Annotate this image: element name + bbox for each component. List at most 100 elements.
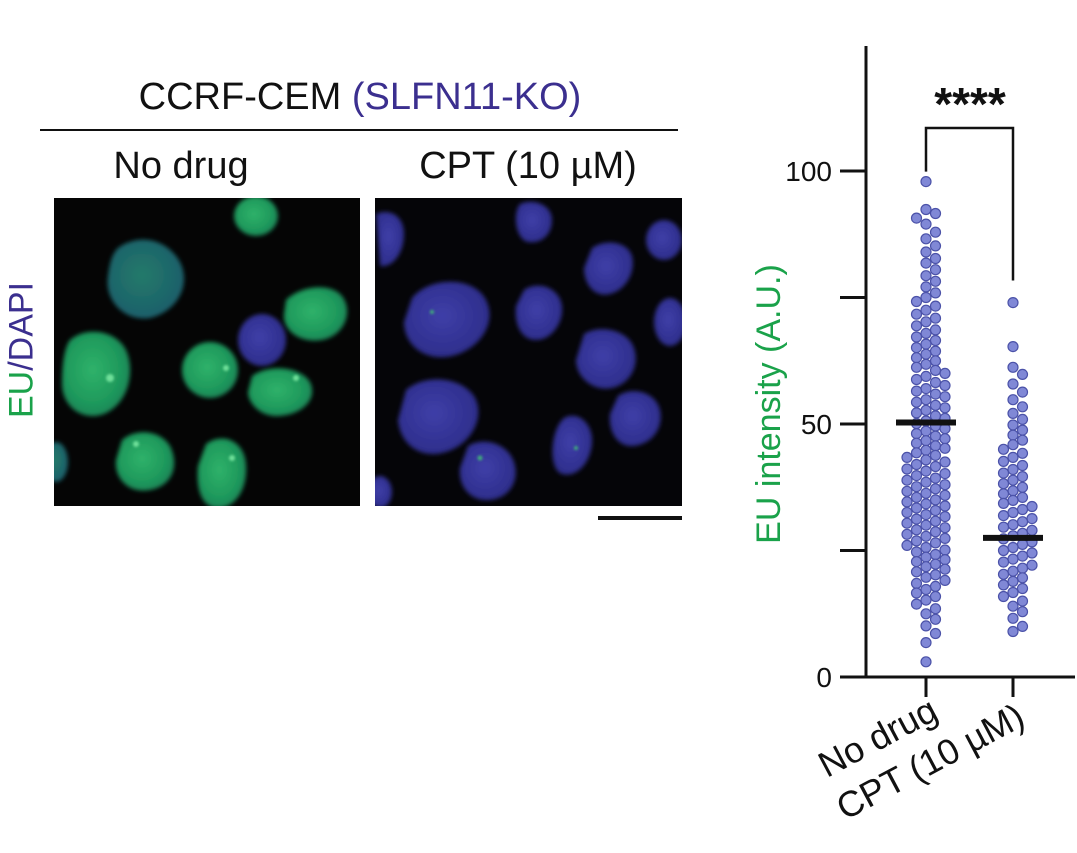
data-point-0-87 xyxy=(910,491,923,503)
data-point-1-33 xyxy=(1007,506,1019,519)
data-point-1-13 xyxy=(1016,434,1029,446)
data-point-0-18 xyxy=(929,300,942,312)
data-point-0-137 xyxy=(920,656,932,668)
data-point-0-20 xyxy=(910,308,923,320)
micrograph-panels xyxy=(54,198,682,506)
data-point-0-65 xyxy=(939,442,951,454)
data-point-1-6 xyxy=(1007,394,1019,406)
data-point-0-25 xyxy=(920,327,932,339)
data-point-0-39 xyxy=(910,373,923,386)
data-point-1-54 xyxy=(997,568,1010,580)
data-point-0-66 xyxy=(920,444,932,456)
data-point-0-16 xyxy=(920,291,932,304)
data-point-1-56 xyxy=(1007,575,1019,588)
data-point-0-34 xyxy=(920,358,932,370)
data-point-0-19 xyxy=(920,304,932,316)
data-point-0-83 xyxy=(929,483,942,495)
data-point-0-7 xyxy=(929,240,942,252)
data-point-0-11 xyxy=(929,264,942,276)
data-point-0-49 xyxy=(939,402,951,414)
scale-bar xyxy=(598,516,682,520)
data-point-0-122 xyxy=(920,571,932,583)
data-point-0-59 xyxy=(910,428,923,440)
data-point-1-50 xyxy=(997,556,1010,568)
data-point-0-3 xyxy=(910,212,923,224)
data-point-0-35 xyxy=(910,361,923,373)
data-point-1-15 xyxy=(997,443,1010,455)
data-point-0-37 xyxy=(939,367,951,379)
data-point-1-1 xyxy=(1007,341,1019,353)
data-point-1-65 xyxy=(1016,620,1029,633)
data-point-0-51 xyxy=(910,407,923,419)
data-point-1-36 xyxy=(1016,516,1029,528)
data-point-1-28 xyxy=(1016,491,1029,503)
data-point-1-22 xyxy=(1016,471,1029,483)
data-point-1-24 xyxy=(997,478,1010,490)
data-point-0-31 xyxy=(920,348,932,360)
data-point-0-14 xyxy=(920,281,932,293)
data-point-0-73 xyxy=(929,460,942,473)
data-point-0-107 xyxy=(910,535,923,547)
data-point-0-67 xyxy=(910,447,923,459)
nuclei-cpt xyxy=(375,201,682,506)
data-point-0-133 xyxy=(929,613,942,625)
data-point-0-108 xyxy=(929,537,942,549)
data-point-0-136 xyxy=(920,636,932,649)
data-point-0-126 xyxy=(920,583,932,596)
data-point-1-20 xyxy=(1007,463,1019,476)
data-point-1-66 xyxy=(1007,625,1019,638)
data-point-0-64 xyxy=(929,440,942,452)
data-point-0-2 xyxy=(929,207,942,220)
data-point-1-45 xyxy=(1007,541,1019,554)
data-point-1-10 xyxy=(1007,419,1019,431)
data-point-1-26 xyxy=(1007,485,1019,497)
data-point-1-44 xyxy=(1016,538,1029,551)
data-point-0-76 xyxy=(939,468,951,480)
data-point-0-79 xyxy=(901,474,913,486)
data-points xyxy=(901,176,1038,668)
data-point-0-135 xyxy=(929,627,942,640)
data-point-1-60 xyxy=(997,590,1010,603)
data-point-1-17 xyxy=(1007,451,1019,463)
data-point-1-0 xyxy=(1007,297,1019,309)
data-point-0-119 xyxy=(939,563,951,575)
data-point-1-19 xyxy=(1016,459,1029,472)
cell-line-label: CCRF-CEM xyxy=(138,76,352,118)
data-point-0-61 xyxy=(939,433,951,445)
data-point-0-4 xyxy=(920,218,932,230)
data-point-0-82 xyxy=(910,481,923,493)
data-point-1-46 xyxy=(997,544,1010,557)
data-point-1-38 xyxy=(997,521,1010,533)
data-point-1-30 xyxy=(997,497,1010,509)
data-point-0-32 xyxy=(910,352,923,364)
y-tick-label-0: 0 xyxy=(816,662,832,693)
data-point-0-5 xyxy=(929,226,942,238)
data-point-0-9 xyxy=(929,252,942,265)
data-point-0-86 xyxy=(939,489,951,501)
data-point-0-109 xyxy=(901,539,913,552)
data-point-1-62 xyxy=(1007,600,1019,612)
data-point-1-16 xyxy=(1016,447,1029,459)
y-ticks: 0 50 100 xyxy=(785,156,866,693)
data-point-0-43 xyxy=(910,385,923,397)
data-point-1-58 xyxy=(1016,582,1029,595)
data-point-1-51 xyxy=(1026,559,1038,571)
data-point-1-32 xyxy=(1016,503,1029,516)
data-point-1-29 xyxy=(1007,494,1019,506)
data-point-0-78 xyxy=(929,472,942,484)
nuclei-no-drug xyxy=(54,198,348,506)
data-point-0-28 xyxy=(920,338,932,350)
data-point-0-110 xyxy=(920,541,932,554)
data-point-0-8 xyxy=(920,246,932,258)
data-point-0-47 xyxy=(910,396,923,408)
data-point-0-27 xyxy=(929,334,942,347)
data-point-0-80 xyxy=(920,476,932,488)
data-point-1-8 xyxy=(1007,407,1019,419)
data-point-0-62 xyxy=(920,435,932,447)
data-point-1-11 xyxy=(1016,424,1029,436)
panel-label-cpt: CPT (10 µM) xyxy=(419,145,637,187)
y-tick-label-100: 100 xyxy=(785,156,832,187)
data-point-1-23 xyxy=(1007,474,1019,486)
